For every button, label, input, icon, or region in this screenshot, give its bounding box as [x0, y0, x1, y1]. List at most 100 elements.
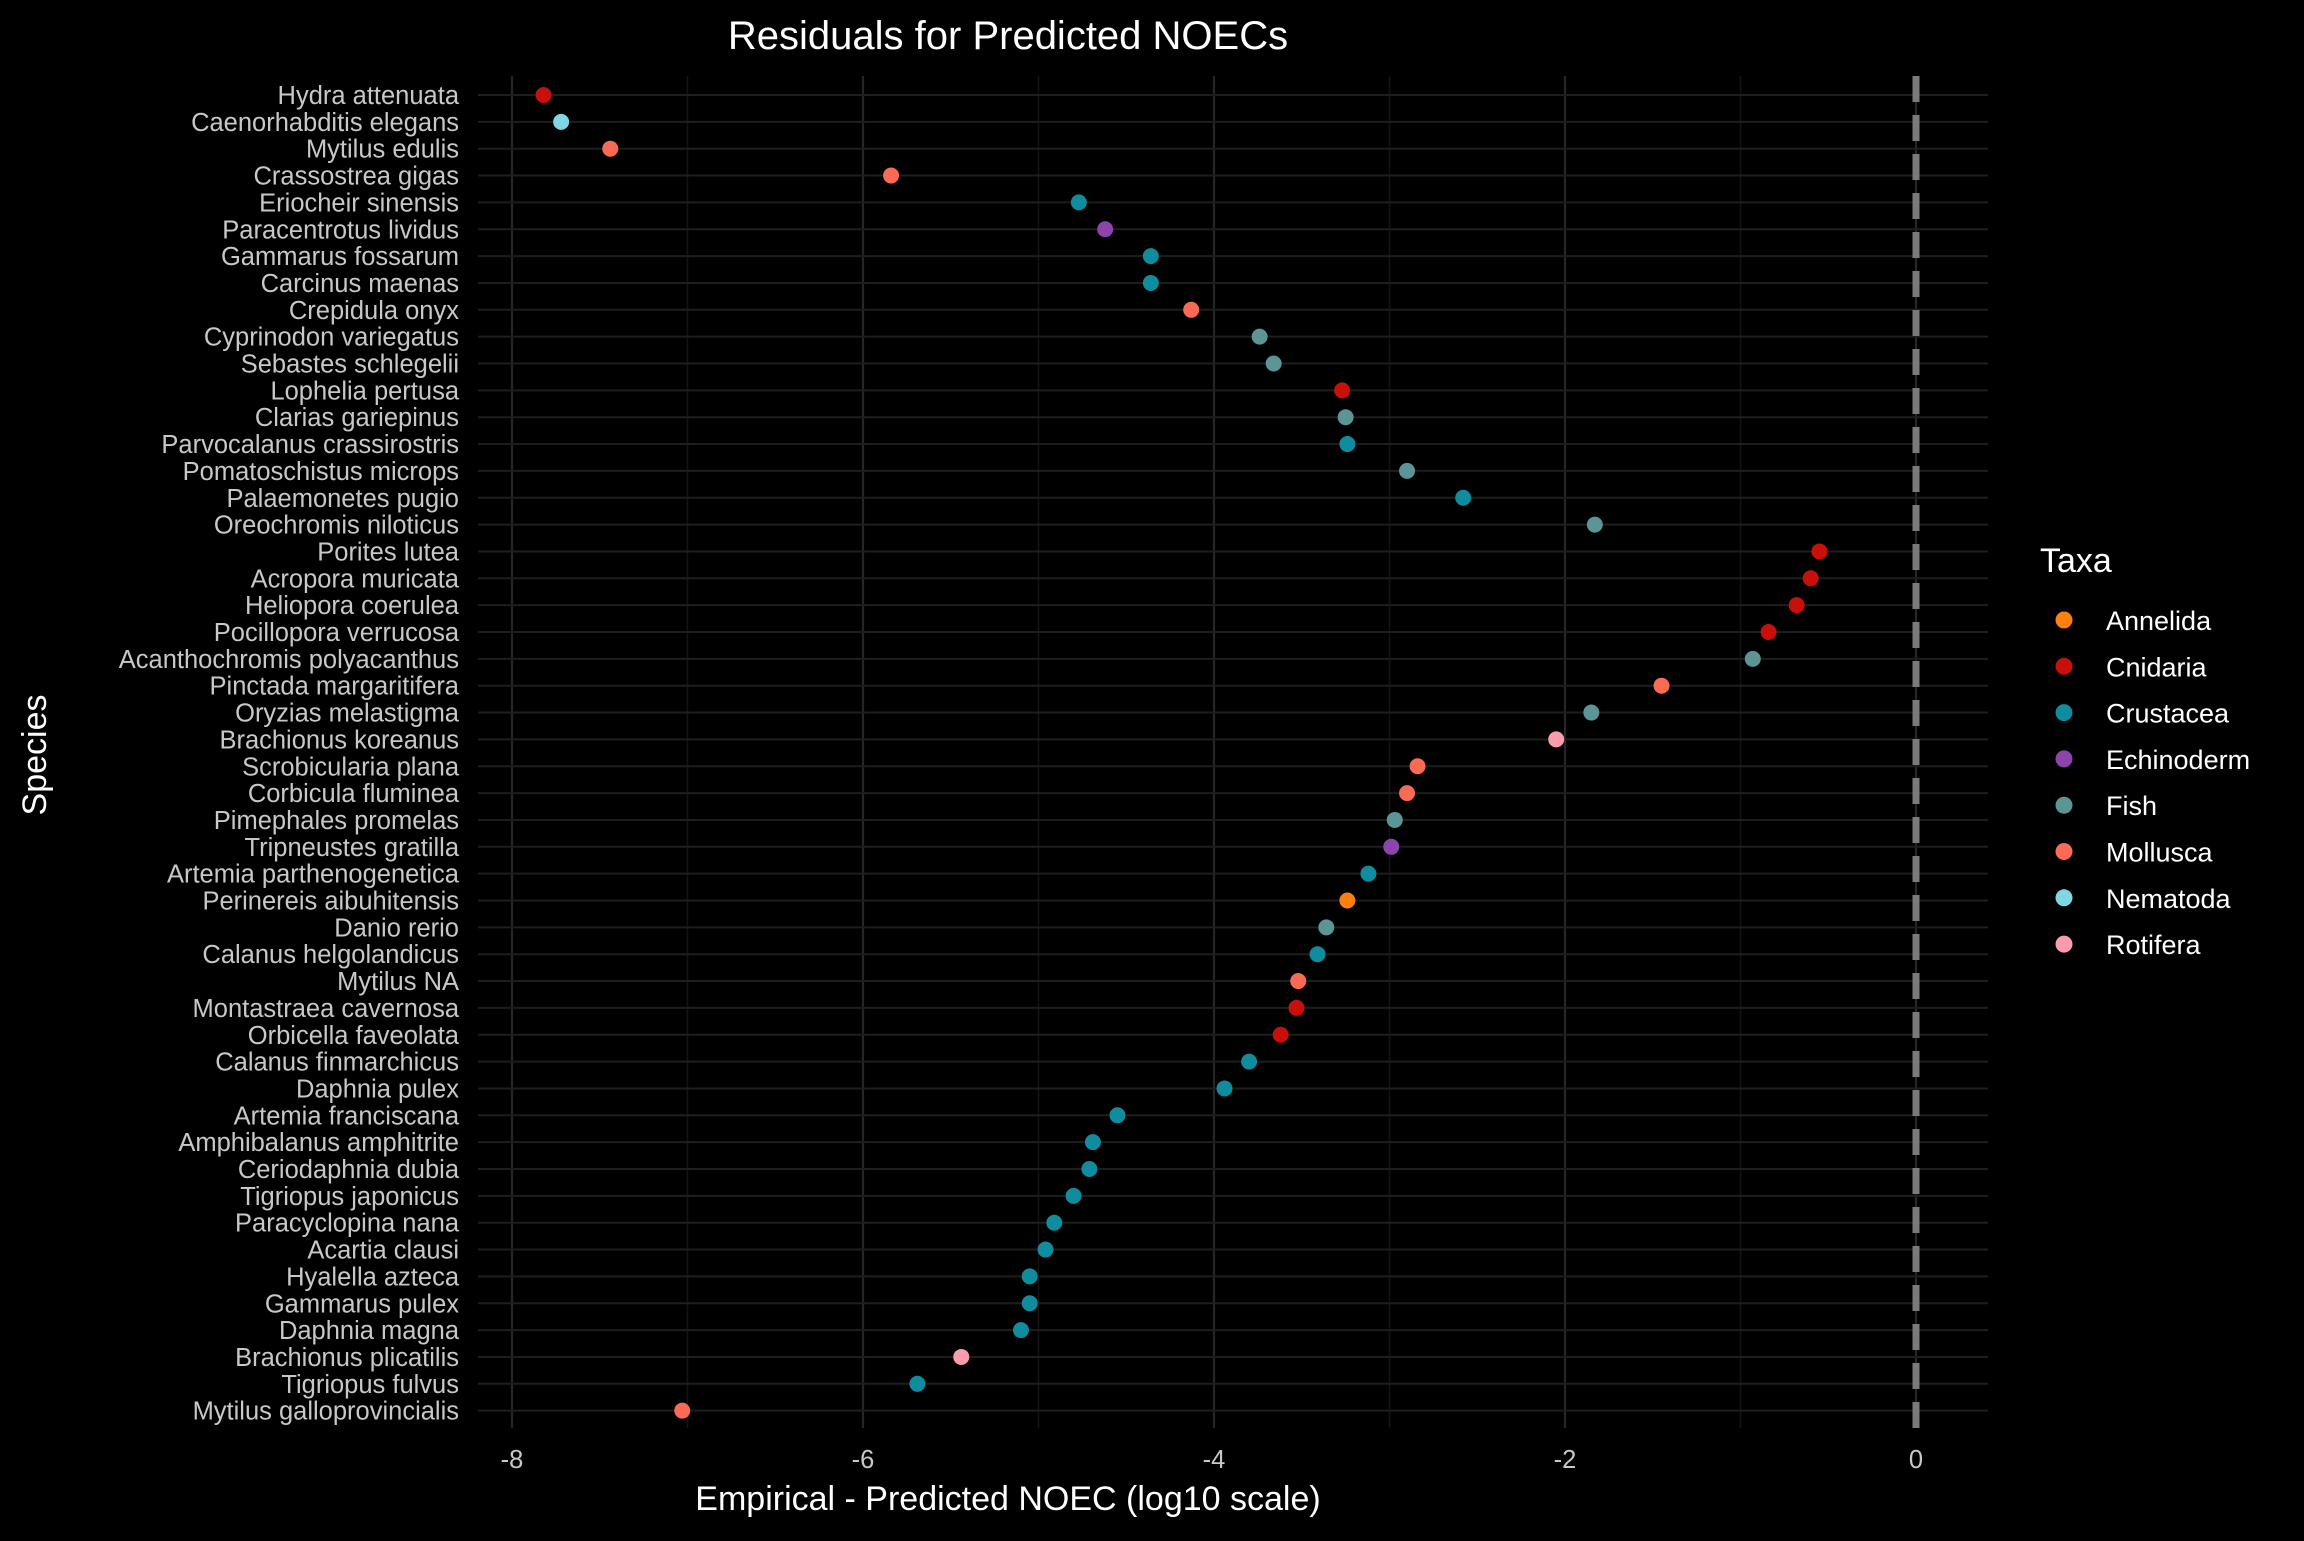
x-tick-label: 0	[1909, 1446, 1923, 1474]
y-tick-label: Pimephales promelas	[214, 807, 459, 835]
y-tick-label: Caenorhabditis elegans	[191, 109, 459, 137]
y-tick-label: Tigriopus fulvus	[281, 1371, 459, 1399]
y-tick-label: Gammarus pulex	[265, 1290, 459, 1318]
data-point	[602, 140, 619, 157]
data-point	[1081, 1161, 1098, 1177]
legend-swatch	[2055, 935, 2073, 953]
legend-swatch	[2055, 750, 2073, 768]
y-tick-label: Oryzias melastigma	[235, 700, 460, 728]
y-tick-label: Hyalella azteca	[286, 1263, 460, 1291]
data-point	[1339, 892, 1356, 909]
data-point	[1241, 1053, 1258, 1070]
legend-label: Mollusca	[2106, 838, 2214, 868]
y-tick-label: Mytilus galloprovincialis	[193, 1398, 459, 1426]
data-point	[1272, 1026, 1289, 1043]
data-point	[1265, 355, 1282, 372]
y-tick-label: Amphibalanus amphitrite	[178, 1129, 459, 1157]
y-tick-label: Pocillopora verrucosa	[214, 619, 460, 647]
data-point	[1065, 1187, 1082, 1204]
data-point	[553, 113, 570, 130]
data-point	[1318, 919, 1335, 936]
y-tick-label: Daphnia magna	[279, 1317, 460, 1345]
y-tick-label: Calanus finmarchicus	[215, 1049, 459, 1077]
legend: Taxa Annelida Cnidaria Crustacea Echinoderm…	[2040, 542, 2250, 960]
data-point	[1583, 704, 1600, 721]
legend-label: Nematoda	[2106, 884, 2232, 914]
data-point	[1409, 758, 1426, 775]
data-point	[1021, 1295, 1038, 1312]
y-tick-label: Brachionus koreanus	[219, 726, 459, 754]
legend-items: Annelida Cnidaria Crustacea Echinoderm Fish M…	[2055, 606, 2250, 960]
legend-swatch	[2055, 843, 2073, 860]
data-point	[1084, 1134, 1101, 1151]
data-point	[1097, 221, 1114, 238]
y-tick-label: Ceriodaphnia dubia	[238, 1156, 460, 1184]
y-tick-label: Porites lutea	[317, 538, 460, 566]
chart-title: Residuals for Predicted NOECs	[728, 14, 1288, 58]
y-tick-label: Parvocalanus crassirostris	[161, 431, 459, 459]
x-tick-label: -4	[1203, 1446, 1226, 1474]
x-axis-tick-labels: -8 -6 -4 -2 0	[501, 1446, 1923, 1474]
data-point	[1012, 1322, 1029, 1339]
x-axis-title: Empirical - Predicted NOEC (log10 scale)	[695, 1480, 1320, 1518]
data-point	[1142, 248, 1159, 265]
y-tick-label: Tigriopus japonicus	[240, 1183, 459, 1211]
data-point	[1455, 489, 1472, 506]
y-tick-label: Mytilus NA	[337, 968, 459, 996]
data-point	[1802, 570, 1819, 587]
y-tick-label: Carcinus maenas	[261, 270, 459, 298]
data-points	[535, 87, 1828, 1419]
y-tick-label: Acanthochromis polyacanthus	[119, 646, 459, 674]
data-point	[1386, 811, 1403, 828]
data-point	[1290, 973, 1307, 990]
data-point	[1046, 1214, 1063, 1231]
y-tick-label: Perinereis aibuhitensis	[202, 888, 459, 916]
data-point	[1339, 436, 1356, 453]
y-tick-label: Acartia clausi	[307, 1237, 459, 1265]
y-tick-label: Oreochromis niloticus	[214, 512, 459, 540]
legend-label: Crustacea	[2106, 699, 2230, 729]
y-tick-label: Orbicella faveolata	[248, 1022, 460, 1050]
data-point	[1037, 1241, 1054, 1258]
data-point	[1383, 838, 1400, 855]
data-point	[1109, 1107, 1126, 1124]
legend-label: Annelida	[2106, 606, 2212, 636]
y-tick-label: Acropora muricata	[251, 565, 460, 593]
y-tick-label: Clarias gariepinus	[255, 404, 459, 432]
data-point	[1288, 999, 1305, 1016]
data-point	[1360, 865, 1377, 882]
legend-swatch	[2055, 611, 2073, 629]
data-point	[909, 1375, 926, 1392]
y-tick-label: Tripneustes gratilla	[245, 834, 460, 862]
y-tick-label: Artemia parthenogenetica	[167, 861, 460, 889]
data-point	[1251, 328, 1268, 345]
y-tick-label: Pinctada margaritifera	[210, 673, 460, 701]
y-tick-label: Hydra attenuata	[278, 82, 460, 110]
y-tick-label: Heliopora coerulea	[245, 592, 460, 620]
y-tick-label: Cyprinodon variegatus	[204, 324, 459, 352]
x-tick-label: -8	[501, 1446, 524, 1474]
y-tick-label: Scrobicularia plana	[242, 753, 460, 781]
y-tick-label: Paracyclopina nana	[235, 1210, 460, 1238]
legend-label: Cnidaria	[2106, 652, 2208, 682]
data-point	[1399, 462, 1416, 479]
y-tick-label: Pomatoschistus microps	[183, 458, 459, 486]
data-point	[1399, 785, 1416, 802]
data-point	[953, 1348, 970, 1365]
legend-swatch	[2055, 796, 2073, 814]
y-tick-label: Mytilus edulis	[306, 136, 459, 164]
data-point	[674, 1402, 691, 1419]
data-point	[1586, 516, 1603, 533]
y-tick-label: Crassostrea gigas	[253, 163, 459, 191]
data-point	[1070, 194, 1087, 211]
y-tick-label: Crepidula onyx	[289, 297, 459, 325]
y-tick-label: Sebastes schlegelii	[241, 351, 459, 379]
data-point	[1760, 624, 1777, 640]
legend-label: Rotifera	[2106, 930, 2202, 960]
data-point	[1653, 677, 1670, 694]
y-tick-label: Daphnia pulex	[296, 1075, 459, 1103]
legend-label: Echinoderm	[2106, 745, 2250, 775]
